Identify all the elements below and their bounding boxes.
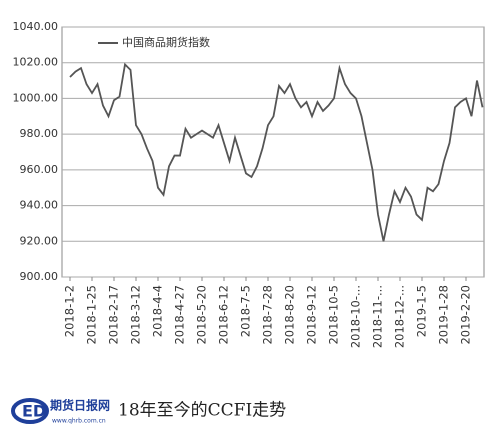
x-tick-label: 2018-11-...: [371, 285, 385, 348]
x-tick-label: 2018-1-2: [63, 285, 77, 337]
x-tick-label: 2018-10-...: [349, 285, 363, 348]
x-tick-label: 2019-2-20: [459, 285, 473, 345]
y-tick-label: 920.00: [20, 234, 59, 247]
x-tick-label: 2018-8-20: [283, 285, 297, 345]
x-tick-label: 2018-10-5: [327, 285, 341, 345]
x-tick-label: 2018-7-28: [261, 285, 275, 345]
x-tick-label: 2018-12-...: [393, 285, 407, 348]
logo: ED 期货日报网 www.qhrb.com.cn: [11, 398, 110, 425]
legend-label: 中国商品期货指数: [122, 35, 210, 49]
x-tick-label: 2018-7-5: [239, 285, 253, 337]
y-tick-label: 940.00: [20, 199, 59, 212]
x-tick-label: 2018-9-12: [305, 285, 319, 345]
y-tick-label: 900.00: [20, 270, 59, 283]
data-line: [69, 62, 484, 242]
logo-mark: ED: [22, 402, 46, 421]
y-tick-label: 960.00: [20, 163, 59, 176]
x-tick-label: 2019-1-5: [415, 285, 429, 337]
y-tick-label: 1000.00: [13, 91, 59, 104]
logo-url: www.qhrb.com.cn: [52, 418, 106, 425]
x-tick-label: 2019-1-28: [437, 285, 451, 345]
x-tick-label: 2018-6-12: [217, 285, 231, 345]
y-tick-label: 1020.00: [13, 56, 59, 69]
x-tick-label: 2018-4-4: [151, 285, 165, 337]
x-tick-label: 2018-4-27: [173, 285, 187, 345]
x-tick-label: 2018-1-25: [85, 285, 99, 345]
y-tick-label: 1040.00: [13, 20, 59, 33]
x-tick-label: 2018-3-12: [129, 285, 143, 345]
y-tick-label: 980.00: [20, 127, 59, 140]
x-tick-label: 2018-2-17: [107, 285, 121, 345]
caption: 18年至今的CCFI走势: [118, 401, 286, 421]
logo-text: 期货日报网: [50, 398, 110, 413]
x-tick-label: 2018-5-20: [195, 285, 209, 345]
